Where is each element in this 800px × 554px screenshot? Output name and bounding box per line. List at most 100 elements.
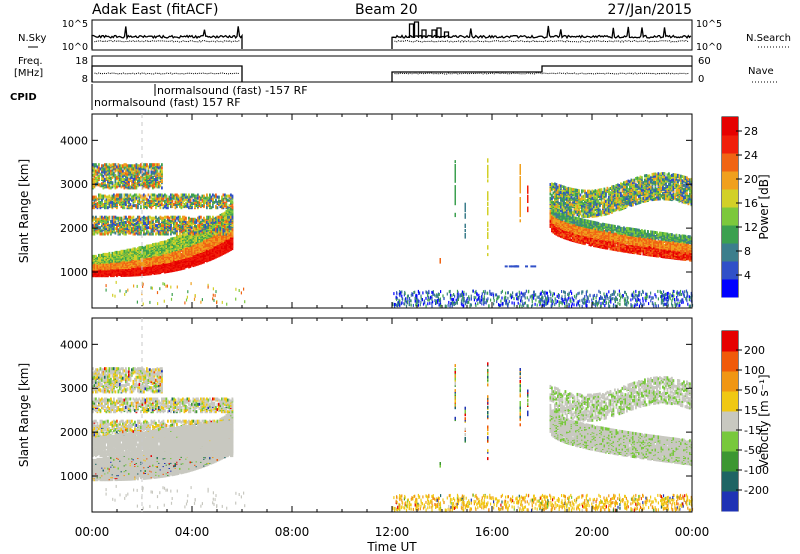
data-cell	[116, 165, 118, 169]
data-cell	[165, 240, 168, 244]
data-cell	[161, 227, 163, 231]
data-cell	[206, 220, 208, 224]
data-cell	[129, 218, 132, 222]
data-cell	[102, 183, 105, 187]
data-cell	[191, 252, 193, 256]
data-cell	[125, 220, 127, 224]
data-cell	[129, 193, 132, 197]
data-cell	[152, 179, 154, 182]
data-cell	[147, 198, 150, 202]
data-cell	[150, 272, 153, 276]
data-cell	[140, 200, 142, 204]
data-cell	[191, 202, 193, 205]
data-cell	[92, 184, 94, 188]
data-cell	[177, 218, 180, 222]
data-cell	[212, 205, 214, 209]
data-cell	[128, 272, 130, 276]
data-cell	[189, 231, 192, 235]
data-cell	[182, 205, 184, 209]
data-cell	[108, 181, 111, 185]
data-cell	[131, 164, 133, 168]
data-cell	[185, 233, 187, 237]
beam-label: Beam 20	[355, 2, 418, 18]
data-cell	[150, 203, 153, 206]
data-cell	[231, 205, 234, 209]
data-cell	[126, 167, 129, 171]
data-cell	[119, 250, 121, 254]
data-cell	[105, 165, 108, 169]
data-cell	[146, 250, 148, 254]
data-cell	[153, 178, 156, 181]
data-cell	[159, 206, 162, 210]
data-cell	[174, 218, 177, 222]
data-cell	[119, 216, 121, 220]
data-cell	[155, 184, 157, 188]
data-cell	[174, 259, 177, 263]
data-cell	[231, 215, 234, 219]
data-cell	[137, 171, 139, 175]
data-cell	[134, 204, 136, 208]
data-cell	[180, 263, 183, 267]
data-cell	[122, 182, 124, 186]
data-cell	[116, 273, 118, 277]
data-cell	[146, 203, 148, 206]
data-cell	[132, 247, 135, 251]
data-cell	[120, 195, 123, 199]
data-cell	[168, 195, 171, 199]
data-cell	[159, 241, 162, 245]
data-cell	[126, 229, 129, 233]
data-cell	[179, 232, 181, 236]
data-cell	[171, 217, 174, 221]
data-cell	[195, 225, 198, 229]
data-cell	[138, 215, 141, 219]
data-cell	[155, 176, 157, 180]
data-cell	[213, 194, 216, 198]
data-cell	[216, 217, 219, 221]
data-cell	[162, 197, 165, 201]
data-cell	[111, 194, 114, 198]
data-cell	[158, 185, 160, 189]
data-cell	[114, 231, 117, 235]
data-cell	[117, 224, 120, 228]
data-cell	[218, 247, 220, 251]
data-cell	[183, 215, 186, 219]
data-cell	[132, 204, 135, 208]
data-cell	[105, 204, 108, 208]
freq-tick-top: 18	[75, 56, 88, 67]
data-cell	[150, 223, 153, 226]
data-cell	[129, 171, 132, 175]
data-cell	[152, 193, 154, 197]
data-cell	[180, 230, 183, 234]
data-cell	[102, 232, 105, 236]
data-cell	[212, 215, 214, 219]
data-cell	[107, 216, 109, 220]
data-cell	[150, 249, 153, 252]
data-cell	[105, 206, 108, 210]
data-cell	[158, 224, 160, 228]
data-cell	[113, 171, 115, 175]
data-cell	[132, 180, 135, 184]
data-cell	[120, 198, 123, 202]
data-cell	[153, 198, 156, 202]
data-cell	[105, 167, 108, 171]
data-cell	[171, 205, 174, 209]
data-cell	[197, 196, 199, 200]
data-cell	[128, 204, 130, 208]
data-cell	[96, 256, 99, 260]
data-cell	[150, 196, 153, 200]
data-cell	[135, 222, 138, 225]
data-cell	[135, 174, 138, 178]
data-cell	[120, 171, 123, 175]
data-cell	[182, 225, 184, 229]
data-cell	[137, 206, 139, 210]
data-cell	[191, 245, 193, 249]
data-cell	[177, 199, 180, 203]
data-cell	[105, 199, 108, 203]
data-cell	[161, 247, 163, 251]
data-cell	[201, 246, 204, 250]
data-cell	[93, 198, 96, 202]
data-cell	[122, 174, 124, 178]
data-cell	[177, 215, 180, 219]
data-cell	[152, 220, 154, 224]
data-cell	[200, 202, 202, 205]
